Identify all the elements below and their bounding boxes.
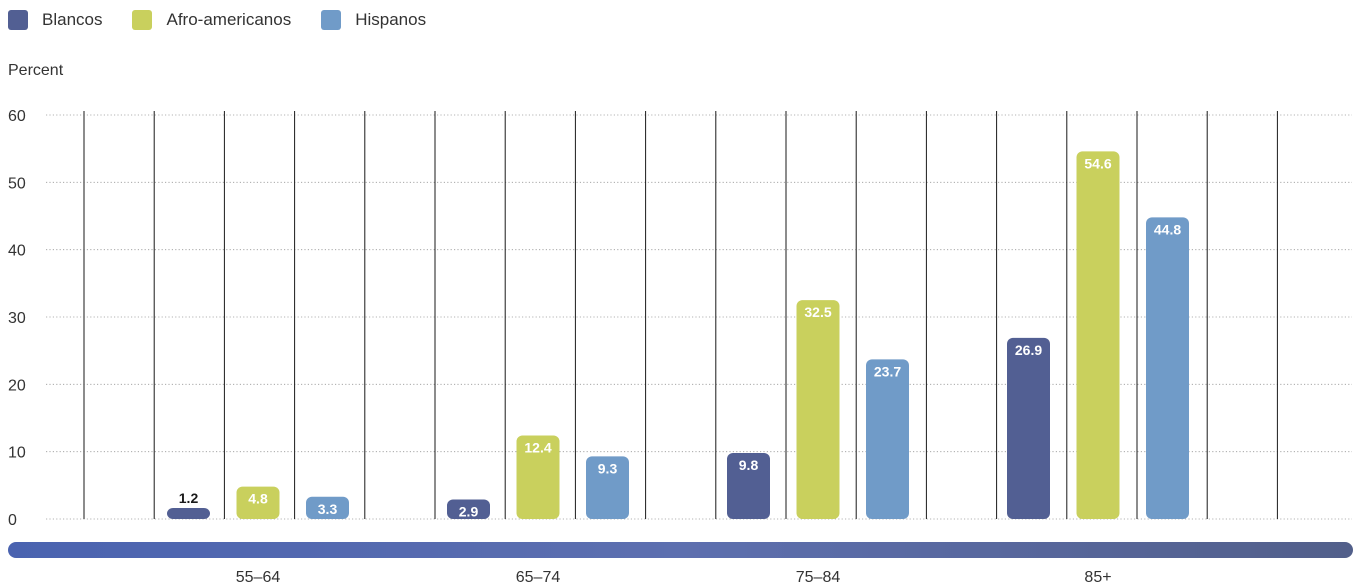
x-tick-label: 75–84 [796, 569, 841, 585]
data-label: 1.2 [179, 490, 199, 506]
data-label: 54.6 [1084, 155, 1111, 171]
legend-label-blancos: Blancos [42, 10, 103, 29]
legend-label-hispanos: Hispanos [355, 10, 427, 29]
data-label: 32.5 [804, 304, 831, 320]
legend-swatch-blancos [8, 10, 28, 30]
data-label: 2.9 [459, 503, 479, 519]
x-tick-label: 55–64 [236, 569, 281, 585]
y-tick-label: 30 [8, 310, 26, 327]
bar-blancos-85+ [1007, 337, 1050, 519]
data-label: 9.3 [598, 460, 618, 476]
legend-item-blancos: Blancos [8, 10, 102, 30]
data-label: 12.4 [524, 440, 551, 456]
legend-item-afro-americanos: Afro-americanos [132, 10, 291, 30]
bar-afro-americanos-55–64 [236, 486, 280, 519]
bar-blancos-75–84 [727, 453, 770, 519]
y-axis-label: Percent [8, 62, 64, 79]
legend-item-hispanos: Hispanos [321, 10, 426, 30]
bar-hispanos-55–64 [306, 496, 349, 519]
data-label: 26.9 [1015, 342, 1042, 358]
x-axis-band [8, 542, 1353, 558]
y-tick-label: 50 [8, 175, 26, 192]
data-label: 44.8 [1154, 221, 1181, 237]
bar-hispanos-65–74 [586, 456, 629, 519]
data-label: 9.8 [739, 457, 759, 473]
bar-blancos-65–74 [447, 499, 490, 519]
bar-hispanos-85+ [1146, 217, 1189, 519]
y-tick-label: 0 [8, 512, 17, 529]
y-tick-label: 60 [8, 108, 26, 125]
bar-afro-americanos-85+ [1076, 151, 1120, 520]
data-label: 4.8 [248, 491, 268, 507]
y-tick-label: 40 [8, 243, 26, 260]
data-label: 23.7 [874, 363, 901, 379]
bar-hispanos-75–84 [866, 359, 909, 519]
legend-label-afro-americanos: Afro-americanos [166, 10, 292, 29]
data-label: 3.3 [318, 501, 338, 517]
legend: Blancos Afro-americanos Hispanos [8, 10, 456, 30]
bar-blancos-55–64 [167, 508, 210, 519]
legend-swatch-afro-americanos [132, 10, 153, 30]
bar-afro-americanos-75–84 [796, 300, 840, 519]
legend-swatch-hispanos [321, 10, 342, 30]
x-tick-label: 85+ [1084, 569, 1111, 585]
y-tick-label: 10 [8, 445, 26, 462]
x-tick-label: 65–74 [516, 569, 561, 585]
y-tick-label: 20 [8, 377, 26, 394]
bar-afro-americanos-65–74 [516, 435, 560, 519]
